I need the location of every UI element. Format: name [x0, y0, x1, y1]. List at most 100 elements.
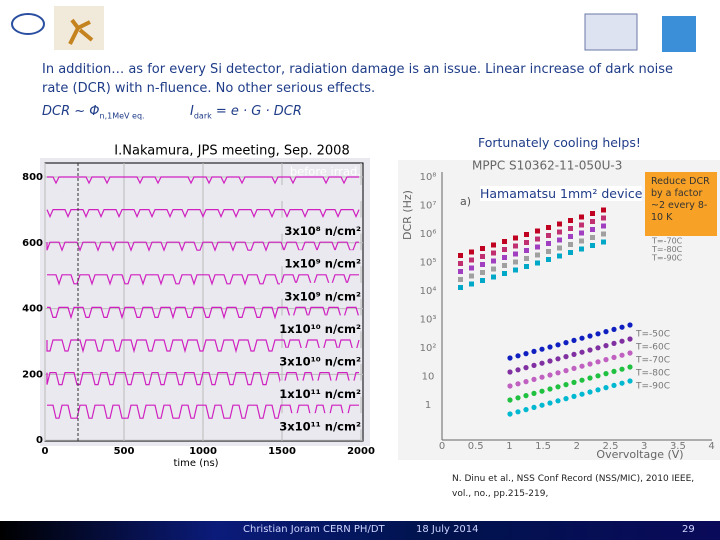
marker	[491, 274, 496, 280]
marker	[571, 393, 577, 399]
y-tick-label: 10²	[420, 343, 437, 354]
marker	[513, 267, 518, 273]
marker	[523, 365, 529, 371]
marker	[513, 259, 518, 265]
marker	[601, 239, 606, 245]
label-background	[280, 185, 362, 201]
marker	[579, 377, 585, 383]
marker	[579, 363, 585, 369]
legend-entry: T=-90C	[651, 254, 683, 263]
x-tick-label: 3.5	[670, 441, 686, 452]
marker	[627, 336, 633, 342]
legend-entry: T=-70C	[651, 237, 683, 246]
marker	[619, 366, 625, 372]
marker	[590, 227, 595, 232]
marker	[491, 242, 496, 248]
marker	[601, 223, 606, 229]
y-tick-label: 600	[22, 238, 43, 249]
body-text: In addition… as for every Si detector, r…	[42, 62, 674, 96]
marker	[480, 246, 485, 251]
formula-text: DCR ~ Φ	[42, 104, 100, 119]
trace-label: 3x10⁹ n/cm²	[284, 289, 361, 303]
trace	[47, 306, 360, 320]
x-tick-label: 1	[506, 441, 512, 452]
trace-label: 1x10¹⁰ n/cm²	[279, 322, 361, 336]
marker	[557, 245, 562, 251]
marker	[579, 246, 584, 252]
legend-entry: T=-90C	[635, 382, 670, 392]
marker	[547, 386, 553, 392]
marker	[619, 324, 625, 330]
plot-background	[40, 158, 370, 446]
marker	[579, 230, 584, 236]
logo	[68, 18, 94, 45]
marker	[557, 253, 562, 259]
cooling-note: Fortunately cooling helps!	[478, 135, 641, 150]
marker	[539, 346, 545, 352]
marker	[571, 365, 577, 371]
trace	[47, 176, 359, 185]
plot-title: I.Nakamura, JPS meeting, Sep. 2008	[114, 144, 349, 159]
marker	[555, 384, 561, 390]
marker	[555, 342, 561, 348]
label-background	[280, 380, 362, 397]
marker	[587, 361, 593, 367]
marker	[539, 374, 545, 380]
marker	[627, 322, 633, 328]
marker	[587, 389, 593, 395]
marker	[523, 351, 529, 357]
label-background	[280, 413, 362, 430]
trace-label: 3x10¹⁰ n/cm²	[279, 355, 361, 369]
marker	[507, 369, 513, 375]
marker	[571, 351, 577, 357]
marker	[458, 285, 463, 290]
marker	[547, 400, 553, 406]
x-tick-label: 3	[641, 441, 647, 452]
marker	[546, 225, 551, 230]
marker	[619, 380, 625, 386]
citation: N. Dinu et al., NSS Conf Record (NSS/MIC…	[452, 474, 695, 499]
marker	[590, 235, 595, 240]
marker	[458, 253, 463, 258]
marker	[587, 375, 593, 381]
y-tick-label: 10⁴	[420, 286, 437, 297]
y-tick-label: 400	[22, 304, 43, 315]
label-background	[280, 315, 362, 332]
y-tick-label: 10⁵	[420, 258, 437, 269]
marker	[557, 221, 562, 227]
y-tick-label: 10⁸	[420, 172, 437, 183]
callout: Reduce DCR by a factor ~2 every 8-10 K	[645, 172, 717, 236]
marker	[507, 411, 513, 417]
page-number: 29	[682, 524, 695, 535]
marker	[524, 240, 529, 245]
trace	[46, 209, 360, 219]
marker	[571, 337, 577, 343]
legend-entry: T=-50C	[635, 330, 670, 340]
logo	[584, 13, 638, 51]
marker	[515, 395, 521, 401]
marker	[502, 263, 507, 268]
marker	[568, 242, 573, 247]
marker	[531, 348, 537, 354]
marker	[601, 215, 606, 221]
marker	[515, 409, 521, 415]
marker	[502, 247, 507, 252]
legend-entry: T=-80C	[635, 369, 670, 379]
marker	[531, 362, 537, 368]
footer-author: Christian Joram CERN PH/DT	[243, 524, 385, 535]
x-tick-label: 2000	[347, 446, 375, 457]
marker	[535, 260, 540, 266]
device-note: Hamamatsu 1mm² device	[480, 186, 643, 201]
marker	[579, 238, 584, 244]
x-tick-label: 1.5	[535, 441, 551, 452]
marker	[619, 352, 625, 358]
marker	[627, 350, 633, 356]
marker	[627, 378, 633, 384]
y-tick-label: 0	[36, 435, 43, 446]
y-tick-label: 10	[422, 372, 435, 383]
x-tick-label: 0	[439, 441, 445, 452]
marker	[507, 355, 513, 361]
y-axis-label: DCR (Hz)	[401, 190, 414, 240]
marker	[502, 271, 507, 276]
